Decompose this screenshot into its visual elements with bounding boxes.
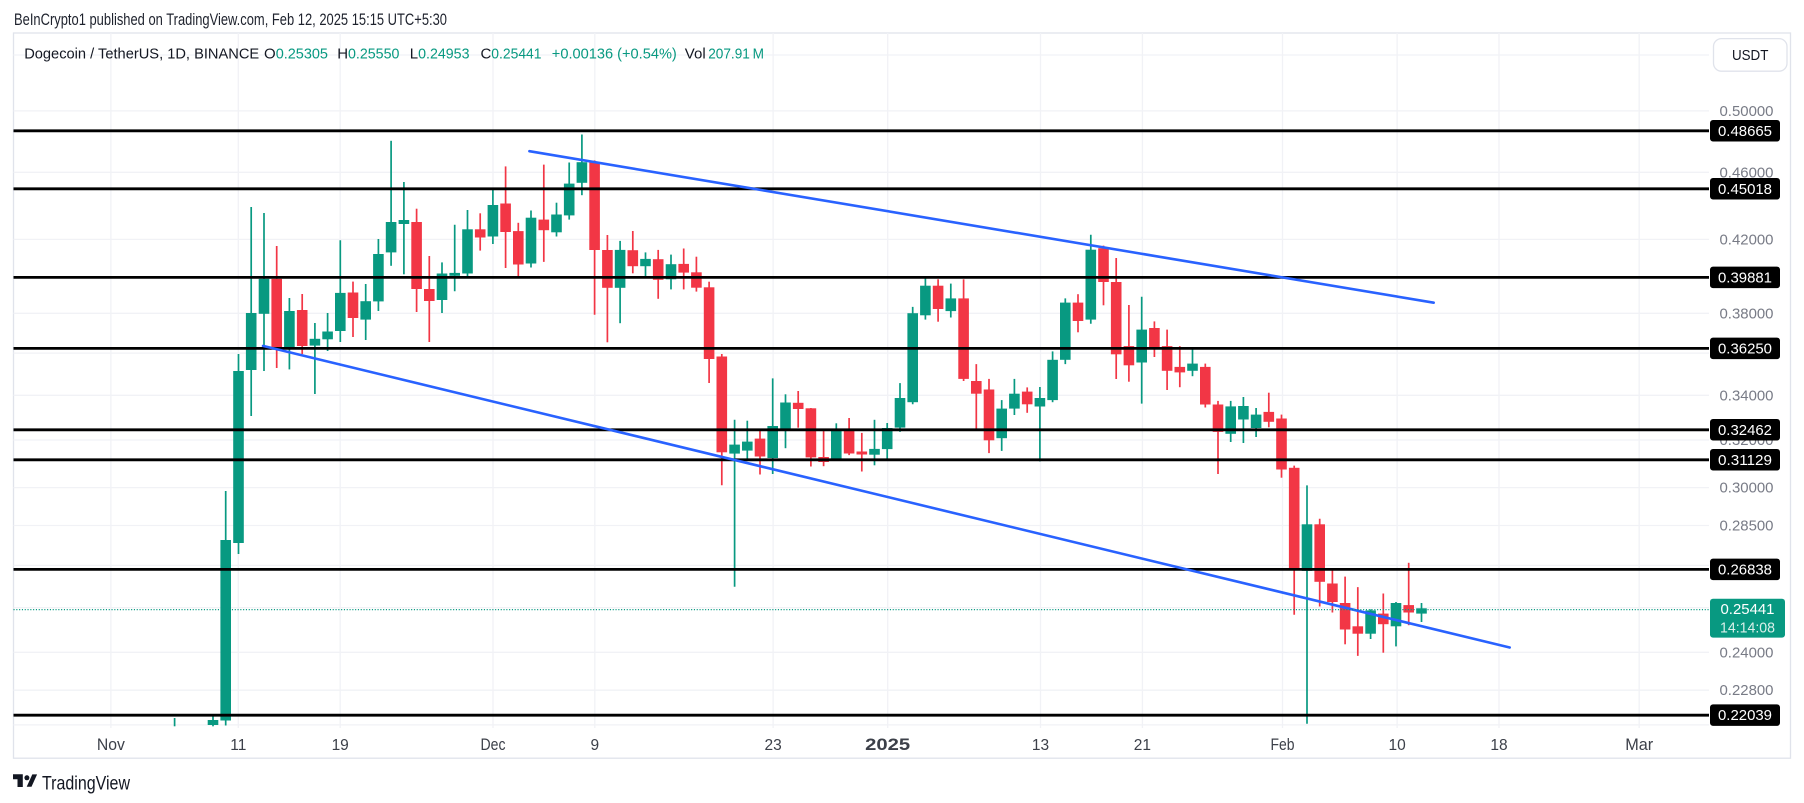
svg-text:L: L — [410, 45, 418, 62]
svg-text:21: 21 — [1134, 737, 1151, 754]
svg-text:14:14:08: 14:14:08 — [1720, 621, 1775, 637]
svg-text:0.25305: 0.25305 — [276, 45, 328, 62]
svg-text:19: 19 — [332, 737, 349, 754]
svg-text:Dogecoin / TetherUS, 1D, BINAN: Dogecoin / TetherUS, 1D, BINANCE — [24, 45, 259, 62]
svg-text:Vol: Vol — [685, 45, 706, 62]
svg-text:Dec: Dec — [481, 735, 506, 754]
svg-text:0.25441: 0.25441 — [1721, 602, 1775, 618]
svg-text:0.25441: 0.25441 — [491, 45, 541, 62]
svg-text:0.28500: 0.28500 — [1720, 519, 1774, 535]
svg-text:0.26838: 0.26838 — [1718, 562, 1772, 578]
svg-text:BeInCrypto1 published on Tradi: BeInCrypto1 published on TradingView.com… — [14, 11, 447, 29]
svg-text:0.31129: 0.31129 — [1718, 453, 1772, 469]
svg-text:0.34000: 0.34000 — [1720, 388, 1774, 404]
svg-text:0.24953: 0.24953 — [418, 45, 469, 62]
svg-text:0.22039: 0.22039 — [1718, 708, 1772, 724]
svg-text:0.36250: 0.36250 — [1718, 341, 1772, 357]
svg-text:0.39881: 0.39881 — [1718, 270, 1772, 286]
svg-text:H: H — [337, 45, 348, 62]
svg-text:207.91 M: 207.91 M — [708, 45, 764, 62]
svg-text:0.48665: 0.48665 — [1718, 124, 1772, 140]
svg-text:+0.00136 (+0.54%): +0.00136 (+0.54%) — [552, 45, 677, 62]
svg-text:0.50000: 0.50000 — [1720, 104, 1774, 120]
svg-text:Nov: Nov — [97, 735, 125, 754]
svg-text:0.24000: 0.24000 — [1720, 645, 1774, 661]
svg-text:23: 23 — [764, 737, 781, 754]
svg-text:0.25550: 0.25550 — [348, 45, 399, 62]
svg-text:13: 13 — [1032, 737, 1049, 754]
svg-text:0.30000: 0.30000 — [1720, 481, 1774, 497]
svg-text:O: O — [264, 45, 276, 62]
svg-text:Feb: Feb — [1271, 735, 1295, 754]
svg-text:0.38000: 0.38000 — [1720, 306, 1774, 322]
svg-text:0.42000: 0.42000 — [1720, 232, 1774, 248]
svg-text:C: C — [481, 45, 492, 62]
svg-text:0.46000: 0.46000 — [1720, 165, 1774, 181]
svg-text:2025: 2025 — [865, 735, 910, 754]
svg-text:0.45018: 0.45018 — [1718, 182, 1772, 198]
svg-text:0.22800: 0.22800 — [1720, 683, 1774, 699]
svg-text:0.32462: 0.32462 — [1718, 423, 1772, 439]
svg-text:USDT: USDT — [1732, 48, 1769, 64]
svg-text:11: 11 — [230, 737, 246, 754]
svg-text:18: 18 — [1490, 737, 1507, 754]
svg-text:9: 9 — [590, 737, 599, 754]
svg-text:10: 10 — [1388, 737, 1406, 754]
svg-text:Mar: Mar — [1625, 735, 1653, 754]
svg-text:TradingView: TradingView — [42, 773, 131, 795]
